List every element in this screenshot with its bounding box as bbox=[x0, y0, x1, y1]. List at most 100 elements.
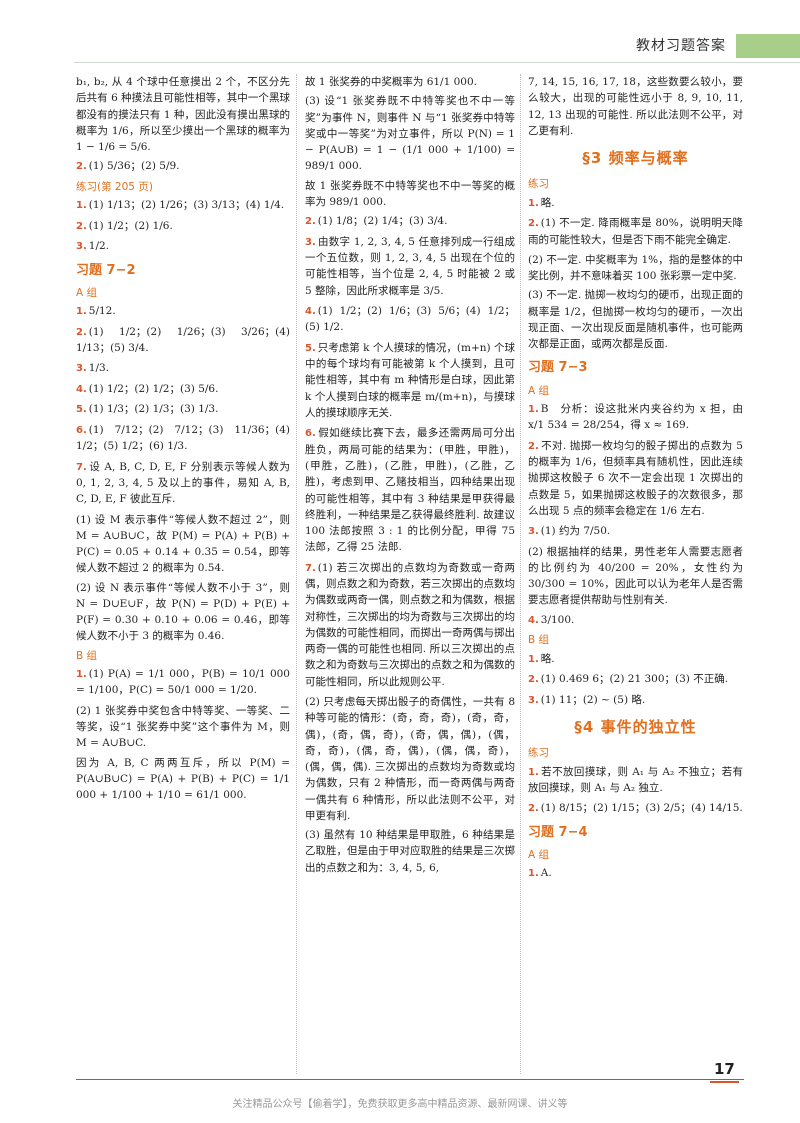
answer-item: 1. (1) P(A) = 1/1 000，P(B) = 10/1 000 = 1… bbox=[76, 666, 290, 699]
answer-text: 假如继续比赛下去，最多还需两局可分出胜负，两局可能的结果为：(甲胜，甲胜)，(甲… bbox=[305, 427, 515, 554]
answer-paragraph: 故 1 张奖券的中奖概率为 61/1 000. bbox=[305, 76, 477, 88]
answer-item: 2. (1) 不一定. 降雨概率是 80%，说明明天降雨的可能性较大，但是否下雨不… bbox=[528, 215, 743, 248]
answer-item: 2. 不对. 抛掷一枚均匀的骰子掷出的点数为 5 的概率为 1/6，但频率具有随机… bbox=[528, 438, 743, 520]
answer-text: (1) 1/2；(2) 1/26；(3) 3/26；(4) 1/13；(5) 3… bbox=[76, 325, 290, 355]
answer-item: 3. (1) 11；(2) ~ (5) 略. bbox=[528, 692, 743, 709]
header-accent-bar bbox=[736, 34, 800, 58]
column-middle: 故 1 张奖券的中奖概率为 61/1 000. (3) 设“1 张奖券既不中特等奖… bbox=[305, 74, 515, 1074]
answer-number: 1. bbox=[528, 653, 539, 665]
answer-paragraph: (2) 不一定. 中奖概率为 1%，指的是整体的中奖比例，并不意味着买 100 … bbox=[528, 253, 743, 283]
answer-text: (1) 1/13；(2) 1/26；(3) 3/13；(4) 1/4. bbox=[88, 199, 285, 212]
answer-text: (1) 1/2；(2) 1/6；(3) 5/6；(4) 1/2；(5) 1/2. bbox=[305, 304, 515, 334]
answer-item: 2. (1) 0.469 6；(2) 21 300；(3) 不正确. bbox=[528, 671, 743, 688]
footer-divider bbox=[76, 1079, 744, 1080]
answer-number: 2. bbox=[528, 803, 539, 815]
answer-number: 7. bbox=[305, 562, 316, 574]
answer-text: 设 A, B, C, D, E, F 分别表示等候人数为 0, 1, 2, 3,… bbox=[76, 460, 290, 506]
page-number: 17 bbox=[710, 1058, 739, 1084]
column-divider bbox=[520, 74, 522, 1074]
group-label: A 组 bbox=[528, 384, 550, 397]
answer-number: 3. bbox=[528, 526, 539, 538]
answer-number: 1. bbox=[528, 766, 539, 778]
answer-paragraph: (2) 1 张奖券中奖包含中特等奖、一等奖、二等奖，设“1 张奖券中奖”这个事件… bbox=[76, 704, 290, 750]
group-label: B 组 bbox=[528, 634, 550, 647]
answer-paragraph: (1) 设 M 表示事件“等候人数不超过 2”，则 M = A∪B∪C，故 P(… bbox=[76, 513, 290, 575]
answer-paragraph: b₁, b₂, 从 4 个球中任意摸出 2 个，不区分先后共有 6 种摸法且可能… bbox=[76, 76, 290, 154]
answer-item: 3. (1) 约为 7/50. bbox=[528, 523, 743, 540]
section-title: §3 频率与概率 bbox=[582, 149, 689, 168]
answer-number: 2. bbox=[76, 220, 87, 232]
answer-number: 5. bbox=[305, 342, 316, 354]
answer-number: 4. bbox=[76, 383, 87, 395]
answer-number: 3. bbox=[76, 241, 87, 253]
answer-text: 不对. 抛掷一枚均匀的骰子掷出的点数为 5 的概率为 1/6，但频率具有随机性，… bbox=[528, 439, 743, 517]
answer-number: 6. bbox=[76, 424, 87, 436]
answer-text: (1) 1/8；(2) 1/4；(3) 3/4. bbox=[317, 215, 448, 228]
answer-item: 1. 若不放回摸球，则 A₁ 与 A₂ 不独立；若有放回摸球，则 A₁ 与 A₂ … bbox=[528, 764, 743, 797]
answer-item: 1. B 分析：设这批米内夹谷约为 x 担，由 x/1 534 = 28/254，… bbox=[528, 401, 743, 434]
group-label: A 组 bbox=[76, 286, 98, 299]
exercise-heading: 练习 bbox=[528, 178, 549, 191]
answer-text: 1/3. bbox=[88, 362, 110, 375]
answer-number: 1. bbox=[76, 200, 87, 212]
column-left: b₁, b₂, 从 4 个球中任意摸出 2 个，不区分先后共有 6 种摸法且可能… bbox=[76, 74, 290, 1074]
answer-number: 2. bbox=[528, 674, 539, 685]
exercise-set-title: 习题 7−3 bbox=[528, 360, 588, 376]
footer-note: 关注精品公众号【偷着学】，免费获取更多高中精品资源、最新网课、讲义等 bbox=[232, 1099, 568, 1110]
answer-number: 7. bbox=[76, 461, 87, 473]
answer-number: 6. bbox=[305, 428, 316, 440]
exercise-heading: 练习 bbox=[528, 747, 549, 760]
answer-text: (1) 约为 7/50. bbox=[540, 525, 611, 538]
answer-item: 5. (1) 1/3；(2) 1/3；(3) 1/3. bbox=[76, 401, 290, 418]
exercise-set-title: 习题 7−2 bbox=[76, 262, 136, 278]
answer-number: 2. bbox=[305, 216, 316, 228]
answer-paragraph: (3) 设“1 张奖券既不中特等奖也不中一等奖”为事件 N，则事件 N 与“1 … bbox=[305, 95, 515, 173]
answer-number: 2. bbox=[528, 218, 539, 230]
section-title: §4 事件的独立性 bbox=[574, 718, 697, 736]
answer-text: (1) 若三次掷出的点数均为奇数或一奇两偶，则点数之和为奇数，若三次掷出的点数均… bbox=[305, 561, 515, 688]
answer-text: (1) 11；(2) ~ (5) 略. bbox=[540, 693, 646, 706]
exercise-heading: 练习(第 205 页) bbox=[76, 180, 153, 193]
answer-paragraph: (3) 虽然有 10 种结果是甲取胜，6 种结果是乙取胜，但是由于甲对应取胜的结… bbox=[305, 829, 515, 874]
group-label: A 组 bbox=[528, 848, 550, 861]
answer-item: 1. A. bbox=[528, 865, 743, 882]
answer-text: (1) 1/2；(2) 1/2；(3) 5/6. bbox=[88, 382, 219, 395]
answer-number: 5. bbox=[76, 404, 87, 416]
answer-item: 4. 3/100. bbox=[528, 612, 743, 629]
answer-item: 6. (1) 7/12；(2) 7/12；(3) 11/36；(4) 1/2；(5… bbox=[76, 422, 290, 455]
answer-text: A. bbox=[540, 867, 552, 880]
header-title: 教材习题答案 bbox=[636, 38, 726, 54]
answer-paragraph: 7, 14, 15, 16, 17, 18，这些数要么较小，要么较大，出现的可能… bbox=[528, 76, 743, 137]
answer-number: 1. bbox=[76, 306, 87, 317]
answer-number: 3. bbox=[305, 236, 316, 248]
answer-number: 2. bbox=[76, 161, 87, 173]
column-right: 7, 14, 15, 16, 17, 18，这些数要么较小，要么较大，出现的可能… bbox=[528, 74, 743, 1074]
answer-number: 3. bbox=[76, 363, 87, 375]
answer-number: 3. bbox=[528, 694, 539, 706]
answer-text: 略. bbox=[540, 652, 555, 665]
answer-item: 1. (1) 1/13；(2) 1/26；(3) 3/13；(4) 1/4. bbox=[76, 197, 290, 214]
exercise-set-title: 习题 7−4 bbox=[528, 824, 588, 840]
answer-item: 7. 设 A, B, C, D, E, F 分别表示等候人数为 0, 1, 2, … bbox=[76, 459, 290, 508]
answer-text: (1) 5/36；(2) 5/9. bbox=[88, 160, 180, 173]
answer-text: (1) P(A) = 1/1 000，P(B) = 10/1 000 = 1/1… bbox=[76, 667, 290, 697]
answer-item: 3. 1/3. bbox=[76, 360, 290, 377]
answer-item: 1. 略. bbox=[528, 651, 743, 668]
answer-text: (1) 不一定. 降雨概率是 80%，说明明天降雨的可能性较大，但是否下雨不能完… bbox=[528, 217, 743, 246]
answer-text: 若不放回摸球，则 A₁ 与 A₂ 不独立；若有放回摸球，则 A₁ 与 A₂ 独立… bbox=[528, 765, 743, 795]
answer-item: 6. 假如继续比赛下去，最多还需两局可分出胜负，两局可能的结果为：(甲胜，甲胜)，… bbox=[305, 425, 515, 555]
answer-item: 2. (1) 1/8；(2) 1/4；(3) 3/4. bbox=[305, 213, 515, 230]
answer-item: 2. (1) 1/2；(2) 1/6. bbox=[76, 218, 290, 235]
answer-item: 4. (1) 1/2；(2) 1/6；(3) 5/6；(4) 1/2；(5) 1/… bbox=[305, 303, 515, 336]
answer-item: 5. 只考虑第 k 个人摸球的情况，(m+n) 个球中的每个球均有可能被第 k 个… bbox=[305, 340, 515, 422]
answer-number: 1. bbox=[528, 197, 539, 209]
answer-text: 略. bbox=[540, 196, 555, 209]
answer-number: 2. bbox=[76, 326, 87, 338]
answer-paragraph: 因为 A, B, C 两两互斥，所以 P(M) = P(A∪B∪C) = P(A… bbox=[76, 756, 290, 802]
answer-text: 由数字 1, 2, 3, 4, 5 任意排列成一行组成一个五位数，则 1, 2,… bbox=[305, 235, 515, 297]
answer-item: 7. (1) 若三次掷出的点数均为奇数或一奇两偶，则点数之和为奇数，若三次掷出的点… bbox=[305, 560, 515, 690]
group-label: B 组 bbox=[76, 649, 98, 662]
header-divider bbox=[74, 62, 800, 63]
answer-text: (1) 1/3；(2) 1/3；(3) 1/3. bbox=[88, 403, 219, 416]
answer-paragraph: (2) 根据抽样的结果，男性老年人需要志愿者的比例约为 40/200 = 20%… bbox=[528, 545, 743, 607]
